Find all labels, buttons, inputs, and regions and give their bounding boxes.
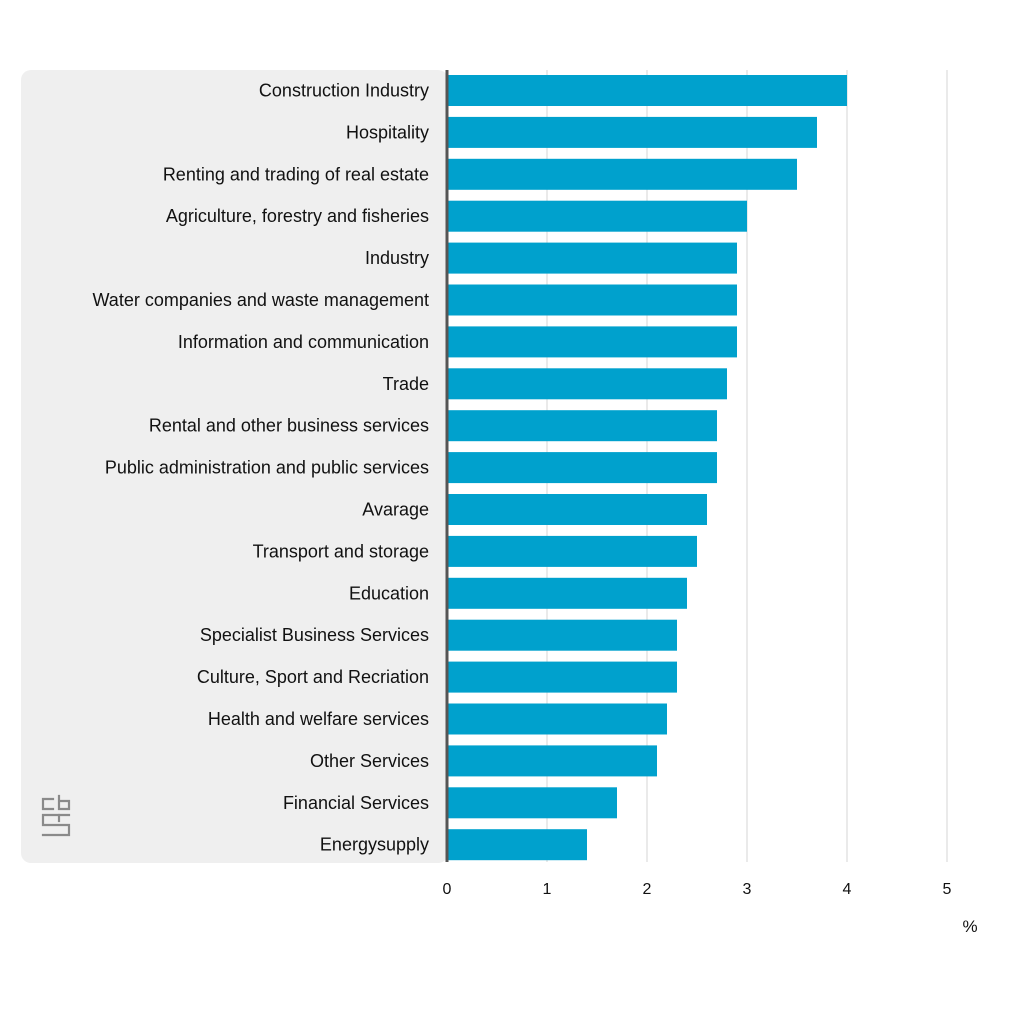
- category-label: Specialist Business Services: [200, 625, 429, 645]
- bar: [447, 284, 737, 316]
- bar: [447, 661, 677, 693]
- x-tick-label: 4: [843, 881, 852, 898]
- category-label: Industry: [365, 248, 429, 268]
- bar: [447, 410, 717, 442]
- category-label: Information and communication: [178, 332, 429, 352]
- bar: [447, 116, 817, 148]
- category-label: Energysupply: [320, 835, 429, 855]
- category-label: Renting and trading of real estate: [163, 164, 429, 184]
- bar: [447, 494, 707, 525]
- x-tick-label: 1: [543, 881, 552, 898]
- bar: [447, 535, 697, 567]
- category-label: Hospitality: [346, 122, 429, 142]
- x-tick-label: 3: [743, 881, 752, 898]
- category-label: Trade: [383, 374, 429, 394]
- category-label: Water companies and waste management: [92, 290, 429, 310]
- bar: [447, 745, 657, 777]
- bars: [447, 75, 847, 861]
- category-label: Public administration and public service…: [105, 458, 429, 478]
- category-label: Health and welfare services: [208, 709, 429, 729]
- bar: [447, 75, 847, 106]
- category-label: Transport and storage: [253, 541, 429, 561]
- bar: [447, 787, 617, 819]
- bar: [447, 703, 667, 735]
- x-tick-label: 0: [443, 881, 452, 898]
- bar: [447, 158, 797, 190]
- category-label: Financial Services: [283, 793, 429, 813]
- bar: [447, 829, 587, 861]
- bar: [447, 452, 717, 484]
- bar: [447, 577, 687, 609]
- category-label: Other Services: [310, 751, 429, 771]
- category-label: Agriculture, forestry and fisheries: [166, 206, 429, 226]
- bar: [447, 368, 727, 400]
- category-label: Culture, Sport and Recriation: [197, 667, 429, 687]
- category-label: Education: [349, 583, 429, 603]
- category-label: Avarage: [362, 500, 429, 520]
- label-panel: [21, 70, 448, 863]
- category-label: Construction Industry: [259, 81, 429, 101]
- x-tick-labels: 0 1 2 3 4 5: [443, 881, 952, 898]
- x-axis-unit-label: %: [962, 917, 977, 936]
- bar: [447, 242, 737, 274]
- x-tick-label: 2: [643, 881, 652, 898]
- category-label: Rental and other business services: [149, 416, 429, 436]
- x-tick-label: 5: [943, 881, 952, 898]
- bar: [447, 326, 737, 358]
- cbs-logo-icon: [41, 794, 71, 837]
- category-labels: Construction Industry Hospitality Renting …: [92, 81, 429, 855]
- bar: [447, 200, 747, 232]
- bar: [447, 619, 677, 651]
